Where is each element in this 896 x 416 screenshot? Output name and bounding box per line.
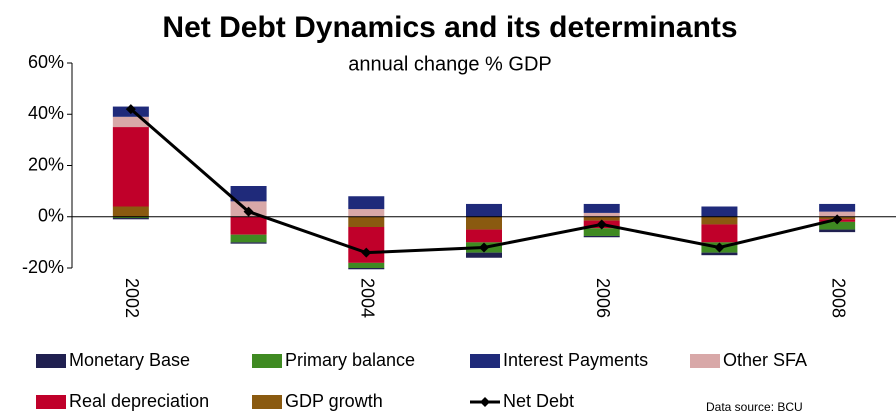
legend-swatch: [36, 354, 66, 368]
y-tick-label: 20%: [28, 154, 64, 174]
chart-subtitle: annual change % GDP: [348, 53, 551, 75]
net-debt-marker: [479, 242, 489, 253]
bar-segment: [583, 235, 620, 238]
net-debt-marker: [832, 214, 843, 225]
bar-segment: [701, 224, 738, 243]
legend-swatch: [690, 354, 720, 368]
legend-label: Monetary Base: [69, 350, 190, 370]
source-note: Data source: BCU: [706, 400, 803, 414]
bar-segment: [230, 234, 267, 243]
bar-segment: [819, 221, 856, 230]
bar-segment: [819, 211, 856, 217]
bar-segment: [112, 216, 149, 219]
bar-segment: [112, 127, 149, 207]
bar-segment: [466, 229, 502, 243]
y-tick-label: -20%: [22, 257, 64, 277]
bar-segment: [466, 216, 502, 230]
net-debt-marker: [243, 206, 254, 217]
bar-segment: [466, 203, 502, 217]
bar-segment: [112, 218, 149, 220]
legend-label: Interest Payments: [503, 350, 648, 370]
bar-segment: [701, 216, 738, 225]
net-debt-marker: [714, 242, 725, 253]
net-debt-marker: [125, 104, 136, 115]
y-tick-label: 60%: [28, 52, 64, 72]
bar-segment: [348, 216, 385, 227]
bar-segment: [819, 203, 856, 212]
legend-swatch: [36, 395, 66, 409]
net-debt-marker: [361, 247, 372, 258]
bar-segment: [583, 203, 620, 213]
legend-marker: [480, 397, 490, 407]
bar-segment: [230, 216, 267, 235]
bar-segment: [348, 196, 385, 210]
bar-segment: [819, 229, 856, 233]
legend-label: Other SFA: [723, 350, 807, 370]
bar-segment: [112, 116, 149, 128]
bar-segment: [348, 209, 385, 217]
chart-title: Net Debt Dynamics and its determinants: [162, 11, 737, 44]
bar-segment: [701, 252, 738, 256]
y-tick-label: 0%: [38, 206, 64, 226]
bar-segment: [701, 206, 738, 217]
bar-segment: [466, 252, 502, 258]
y-tick-label: 40%: [28, 103, 64, 123]
x-tick-label: 2004: [358, 278, 378, 318]
bar-segment: [112, 206, 149, 217]
legend-label: Primary balance: [285, 350, 415, 370]
bar-segment: [583, 212, 620, 217]
legend-swatch: [470, 354, 500, 368]
bar-segment: [230, 186, 267, 202]
legend-label: Net Debt: [503, 391, 574, 411]
bar-segment: [583, 216, 620, 221]
bar-segment: [583, 228, 620, 236]
bar-segment: [348, 262, 385, 268]
legend-swatch: [252, 354, 282, 368]
legend-label: Real depreciation: [69, 391, 209, 411]
legend-swatch: [252, 395, 282, 409]
bar-segment: [348, 268, 385, 270]
net-debt-marker: [596, 219, 607, 230]
x-tick-label: 2008: [828, 278, 848, 318]
x-tick-label: 2006: [593, 278, 613, 318]
x-tick-label: 2002: [122, 278, 142, 318]
legend-label: GDP growth: [285, 391, 383, 411]
bar-segment: [230, 242, 267, 244]
